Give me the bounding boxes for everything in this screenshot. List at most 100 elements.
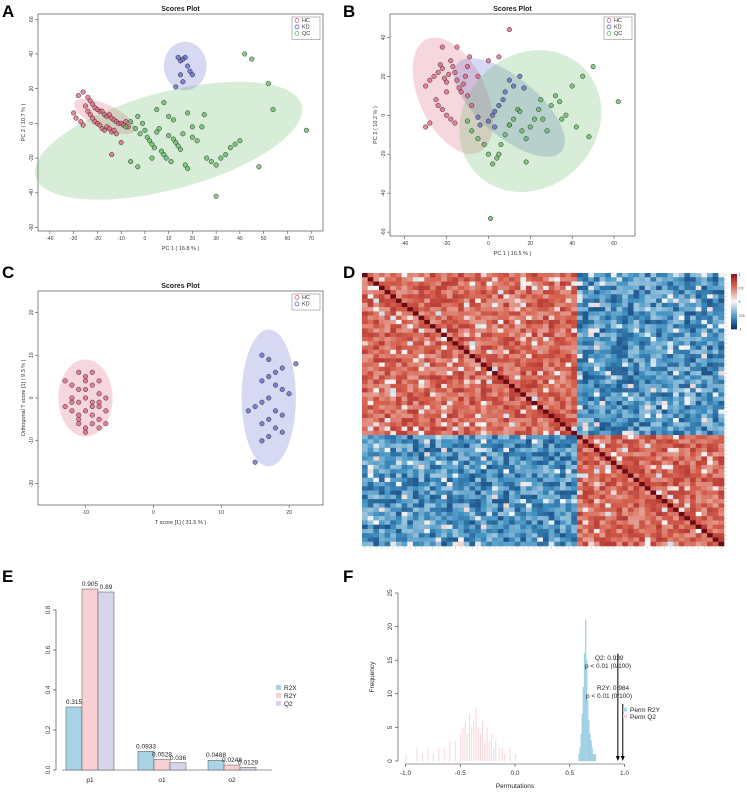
- bar-q2: [169, 762, 187, 771]
- legend-label-perm-q2: Perm Q2: [630, 714, 656, 721]
- heatmap-cell: [673, 345, 680, 351]
- heatmap-cell: [548, 443, 555, 449]
- heatmap-cell: [610, 533, 617, 538]
- heatmap-cell: [554, 371, 561, 376]
- heatmap-cell: [503, 345, 510, 351]
- heatmap-cell: [362, 490, 368, 496]
- heatmap-cell: [667, 371, 674, 376]
- heatmap-cell: [458, 507, 465, 513]
- heatmap-cell: [678, 396, 685, 402]
- heatmap-cell: [378, 524, 385, 530]
- heatmap-cell: [701, 383, 708, 389]
- heatmap-cell: [593, 464, 600, 470]
- heatmap-cell: [395, 426, 402, 432]
- heatmap-cell: [543, 358, 549, 363]
- heatmap-cell: [622, 302, 629, 308]
- heatmap-cell: [475, 524, 482, 530]
- heatmap-cell: [593, 307, 600, 312]
- heatmap-cell: [469, 541, 476, 547]
- heatmap-cell: [390, 422, 397, 427]
- heatmap-cell: [514, 366, 521, 372]
- heatmap-cell: [610, 349, 617, 355]
- heatmap-cell: [446, 469, 453, 474]
- heatmap-cell: [678, 358, 685, 363]
- heatmap-cell: [373, 405, 380, 410]
- heatmap-cell: [565, 285, 572, 291]
- heatmap-cell: [684, 469, 691, 474]
- heatmap-cell: [509, 396, 516, 402]
- heatmap-cell: [486, 507, 493, 513]
- heatmap-cell: [475, 494, 482, 500]
- heatmap-cell: [718, 324, 725, 329]
- heatmap-cell: [701, 285, 708, 291]
- heatmap-cell: [661, 388, 668, 393]
- heatmap-cell: [362, 366, 368, 372]
- perm-q2-bar: [484, 740, 486, 761]
- heatmap-cell: [588, 528, 595, 534]
- heatmap-cell: [390, 285, 397, 291]
- heatmap-cell: [712, 383, 719, 389]
- heatmap-cell: [469, 533, 476, 538]
- heatmap-cell: [480, 452, 487, 457]
- heatmap-cell: [554, 447, 561, 453]
- heatmap-cell: [554, 456, 561, 461]
- heatmap-cell: [565, 490, 572, 496]
- heatmap-cell: [458, 443, 465, 449]
- heatmap-cell: [407, 541, 414, 547]
- heatmap-cell: [690, 439, 697, 444]
- heatmap-cell: [565, 413, 572, 419]
- heatmap-cell: [418, 358, 425, 363]
- heatmap-cell: [401, 311, 408, 316]
- heatmap-cell: [678, 294, 685, 299]
- colorbar-segment: [731, 313, 737, 316]
- heatmap-cell: [667, 324, 674, 329]
- heatmap-cell: [543, 281, 549, 287]
- heatmap-cell: [593, 511, 600, 517]
- heatmap-cell: [554, 490, 561, 496]
- heatmap-cell: [650, 422, 657, 427]
- heatmap-cell: [531, 400, 538, 406]
- heatmap-cell: [554, 464, 561, 470]
- heatmap-cell: [537, 473, 544, 479]
- heatmap-cell: [475, 405, 482, 410]
- heatmap-cell: [373, 422, 380, 427]
- heatmap-cell: [435, 426, 442, 432]
- heatmap-cell: [378, 443, 385, 449]
- colorbar-segment: [731, 326, 737, 328]
- heatmap-cell: [582, 383, 589, 389]
- heatmap-cell: [503, 354, 510, 359]
- heatmap-cell: [452, 541, 459, 547]
- point-hc: [452, 69, 458, 75]
- heatmap-cell: [690, 490, 697, 496]
- heatmap-cell: [435, 447, 442, 453]
- heatmap-cell: [627, 298, 634, 304]
- heatmap-cell: [650, 426, 657, 432]
- heatmap-cell: [695, 358, 702, 363]
- heatmap-cell: [554, 520, 561, 525]
- heatmap-cell: [650, 528, 657, 534]
- point-qc: [485, 151, 491, 157]
- heatmap-cell: [384, 494, 391, 500]
- heatmap-cell: [514, 324, 521, 329]
- heatmap-cell: [599, 332, 606, 338]
- heatmap-cell: [378, 290, 385, 295]
- heatmap-cell: [582, 298, 589, 304]
- heatmap-cell: [531, 298, 538, 304]
- heatmap-cell: [610, 371, 617, 376]
- heatmap-cell: [475, 430, 482, 436]
- heatmap-cell: [418, 443, 425, 449]
- heatmap-cell: [537, 528, 544, 534]
- heatmap-cell: [480, 516, 487, 521]
- heatmap-cell: [656, 277, 663, 282]
- heatmap-cell: [707, 456, 713, 461]
- heatmap-cell: [622, 358, 629, 363]
- heatmap-cell: [378, 494, 385, 500]
- heatmap-cell: [588, 319, 595, 325]
- heatmap-cell: [384, 528, 391, 534]
- heatmap-cell: [627, 319, 634, 325]
- heatmap-cell: [610, 499, 617, 504]
- heatmap-cell: [650, 307, 657, 312]
- heatmap-cell: [441, 541, 448, 547]
- heatmap-cell: [509, 302, 516, 308]
- y-tick-label: 0: [29, 122, 35, 125]
